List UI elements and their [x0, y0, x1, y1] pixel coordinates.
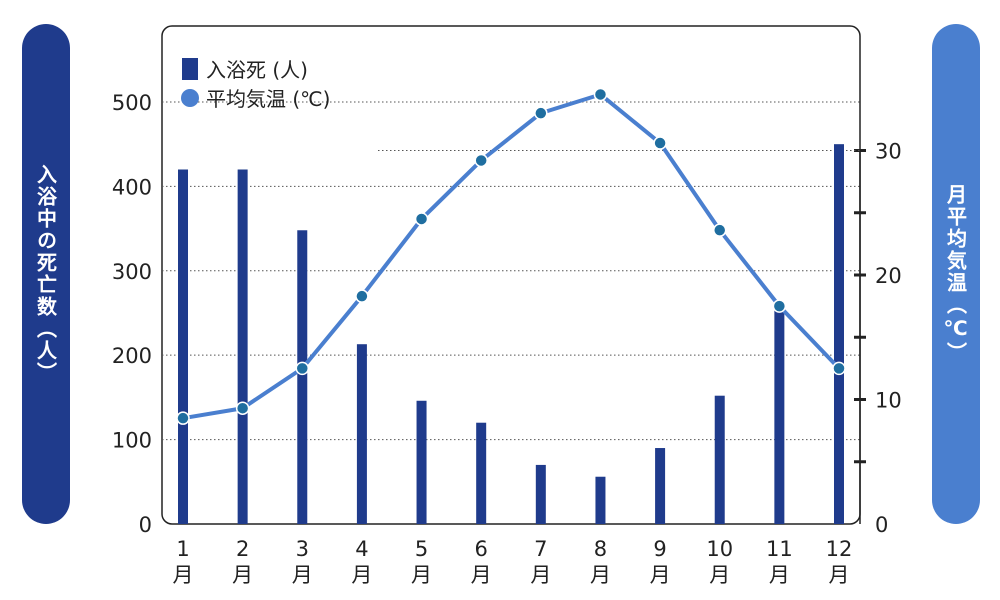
- x-tick-unit: 月: [292, 563, 313, 587]
- line-point: [414, 212, 429, 226]
- x-tick-label: 7: [534, 537, 547, 561]
- line-point: [474, 153, 488, 168]
- x-tick-label: 1: [176, 537, 189, 561]
- line-point: [832, 361, 846, 376]
- line-point: [355, 289, 369, 303]
- line-series: [176, 87, 846, 425]
- legend-line-label: 平均気温 (℃): [206, 87, 330, 111]
- bar: [714, 395, 725, 524]
- bar: [476, 422, 487, 524]
- temperature-line: [182, 92, 841, 421]
- legend: 入浴死 (人) 平均気温 (℃): [181, 58, 330, 111]
- right-axis-title-pill: 月平均気温（℃）: [932, 24, 980, 524]
- bar: [356, 344, 367, 524]
- line-point: [712, 223, 727, 237]
- bar: [178, 169, 188, 525]
- line-point: [176, 411, 190, 425]
- x-tick-label: 5: [415, 537, 428, 561]
- left-tick-label: 400: [112, 175, 152, 199]
- x-tick-label: 3: [296, 537, 309, 561]
- x-tick-label: 4: [355, 537, 368, 561]
- left-tick-label: 100: [112, 429, 152, 453]
- x-tick-label: 2: [236, 537, 249, 561]
- x-tick-unit: 月: [829, 563, 850, 587]
- bar-series: [178, 144, 844, 525]
- left-tick-label: 500: [112, 91, 152, 115]
- line-point: [772, 299, 787, 313]
- x-tick-label: 11: [766, 537, 793, 561]
- line-point: [295, 361, 310, 376]
- x-tick-label: 8: [594, 537, 607, 561]
- line-point: [235, 401, 250, 415]
- x-tick-unit: 月: [709, 563, 730, 587]
- x-tick-unit: 月: [232, 563, 253, 587]
- left-axis-ticks: 0 100 200 300 400 500: [112, 91, 152, 537]
- bar: [237, 169, 248, 525]
- bar: [595, 476, 606, 524]
- right-tick-label: 20: [875, 264, 902, 288]
- x-tick-unit: 月: [590, 563, 611, 587]
- x-tick-unit: 月: [411, 563, 432, 587]
- left-axis-title: 入浴中の死亡数（人）: [33, 164, 58, 384]
- x-tick-label: 10: [706, 537, 733, 561]
- left-axis-title-pill: 入浴中の死亡数（人）: [22, 24, 70, 524]
- line-point: [653, 136, 667, 150]
- right-tick-label: 10: [875, 389, 902, 413]
- x-tick-unit: 月: [351, 563, 372, 587]
- bar: [774, 302, 785, 524]
- right-tick-label: 0: [875, 513, 888, 537]
- x-tick-unit: 月: [173, 563, 194, 587]
- bar: [655, 448, 666, 524]
- legend-bar-swatch: [182, 58, 198, 80]
- x-tick-unit: 月: [471, 563, 492, 587]
- x-tick-label: 6: [474, 537, 487, 561]
- bar: [834, 144, 844, 524]
- gridlines: [162, 101, 860, 441]
- line-point: [534, 106, 548, 120]
- line-point: [593, 87, 608, 102]
- legend-bar-label: 入浴死 (人): [206, 58, 308, 82]
- x-tick-unit: 月: [769, 563, 790, 587]
- x-tick-label: 9: [653, 537, 666, 561]
- bar: [416, 400, 427, 524]
- left-tick-label: 0: [139, 513, 152, 537]
- bar: [535, 464, 546, 524]
- legend-line-swatch: [181, 89, 199, 107]
- right-axis-title: 月平均気温（℃）: [943, 184, 968, 364]
- x-tick-unit: 月: [530, 563, 551, 587]
- left-tick-label: 200: [112, 344, 152, 368]
- x-tick-label: 12: [826, 537, 853, 561]
- bar: [297, 230, 308, 524]
- x-tick-unit: 月: [650, 563, 671, 587]
- right-tick-label: 30: [875, 140, 902, 164]
- right-axis: 0 10 20 30: [378, 140, 902, 537]
- left-tick-label: 300: [112, 260, 152, 284]
